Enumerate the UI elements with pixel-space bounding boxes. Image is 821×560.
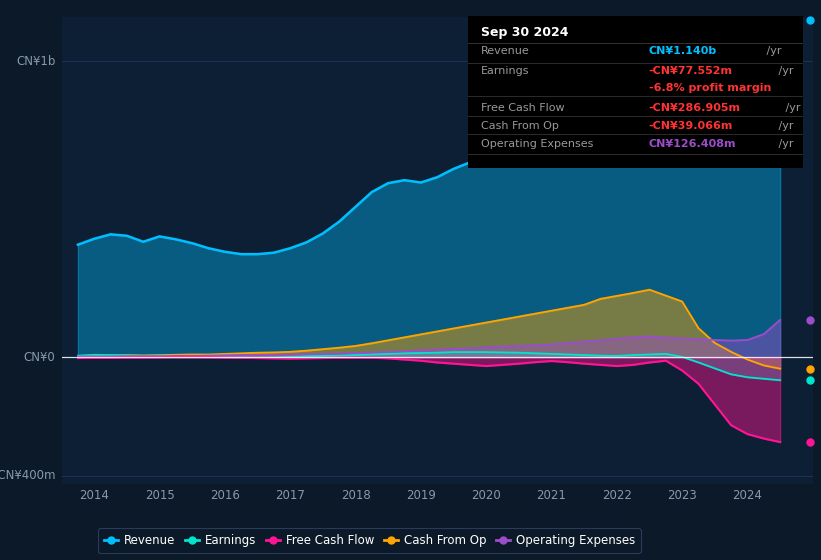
Text: CN¥126.408m: CN¥126.408m <box>649 139 736 149</box>
Text: -CN¥39.066m: -CN¥39.066m <box>649 121 733 131</box>
Text: -6.8% profit margin: -6.8% profit margin <box>649 83 771 94</box>
Text: /yr: /yr <box>776 66 794 76</box>
Text: -CN¥77.552m: -CN¥77.552m <box>649 66 733 76</box>
Text: Free Cash Flow: Free Cash Flow <box>481 102 565 113</box>
Text: /yr: /yr <box>776 139 794 149</box>
Text: Operating Expenses: Operating Expenses <box>481 139 594 149</box>
Text: CN¥1b: CN¥1b <box>16 55 56 68</box>
Text: /yr: /yr <box>776 121 794 131</box>
Text: Sep 30 2024: Sep 30 2024 <box>481 26 569 39</box>
Text: /yr: /yr <box>764 46 782 56</box>
Text: Revenue: Revenue <box>481 46 530 56</box>
Text: /yr: /yr <box>782 102 800 113</box>
Text: Cash From Op: Cash From Op <box>481 121 559 131</box>
Text: CN¥0: CN¥0 <box>24 351 56 363</box>
Text: -CN¥400m: -CN¥400m <box>0 469 56 482</box>
Text: Earnings: Earnings <box>481 66 530 76</box>
Text: CN¥1.140b: CN¥1.140b <box>649 46 717 56</box>
Legend: Revenue, Earnings, Free Cash Flow, Cash From Op, Operating Expenses: Revenue, Earnings, Free Cash Flow, Cash … <box>98 528 641 553</box>
Text: -CN¥286.905m: -CN¥286.905m <box>649 102 741 113</box>
